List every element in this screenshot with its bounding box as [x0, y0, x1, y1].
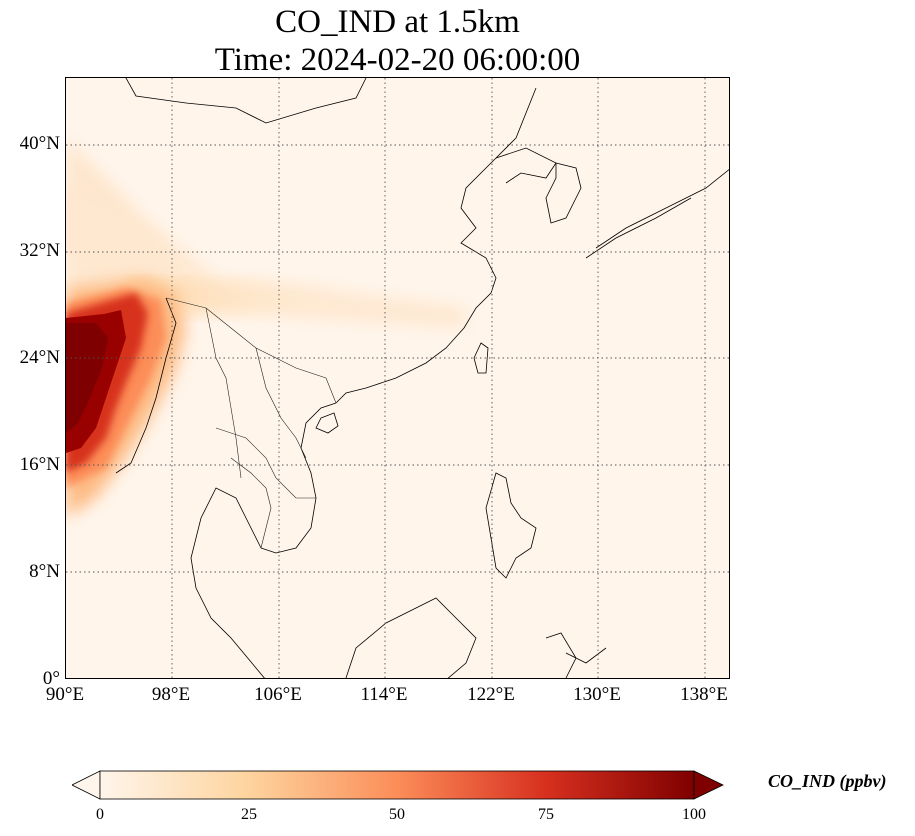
lon-tick-label: 122°E	[467, 684, 515, 705]
coastlines	[115, 78, 729, 678]
colorbar-gradient	[99, 770, 695, 800]
map-title: CO_IND at 1.5km	[275, 4, 520, 40]
lat-tick-label: 0°	[42, 668, 60, 689]
lon-tick-label: 106°E	[254, 684, 302, 705]
map-time-subtitle: Time: 2024-02-20 06:00:00	[214, 42, 581, 78]
lon-tick-label: 138°E	[680, 684, 728, 705]
lat-tick-label: 40°N	[19, 133, 60, 154]
map-svg	[66, 78, 729, 678]
country-borders	[165, 297, 337, 549]
map-panel	[65, 77, 730, 679]
concentration-field	[66, 78, 729, 678]
colorbar-tick-label: 100	[682, 806, 706, 823]
lat-tick-label: 8°N	[29, 561, 60, 582]
colorbar-tick-label: 50	[389, 806, 405, 823]
colorbar-tick-label: 75	[538, 806, 554, 823]
colorbar-min-extend	[72, 770, 101, 800]
colorbar-tick-label: 25	[241, 806, 257, 823]
colorbar-max-extend	[693, 770, 724, 800]
lat-tick-label: 32°N	[19, 240, 60, 261]
lat-tick-label: 16°N	[19, 454, 60, 475]
lat-tick-label: 24°N	[19, 347, 60, 368]
lon-tick-label: 114°E	[360, 684, 408, 705]
lon-tick-label: 90°E	[45, 684, 85, 705]
lon-tick-label: 98°E	[151, 684, 191, 705]
lon-tick-label: 130°E	[573, 684, 621, 705]
colorbar-tick-label: 0	[96, 806, 104, 823]
colorbar	[72, 770, 724, 800]
gridlines	[66, 78, 729, 678]
colorbar-label: CO_IND (ppbv)	[768, 771, 887, 791]
